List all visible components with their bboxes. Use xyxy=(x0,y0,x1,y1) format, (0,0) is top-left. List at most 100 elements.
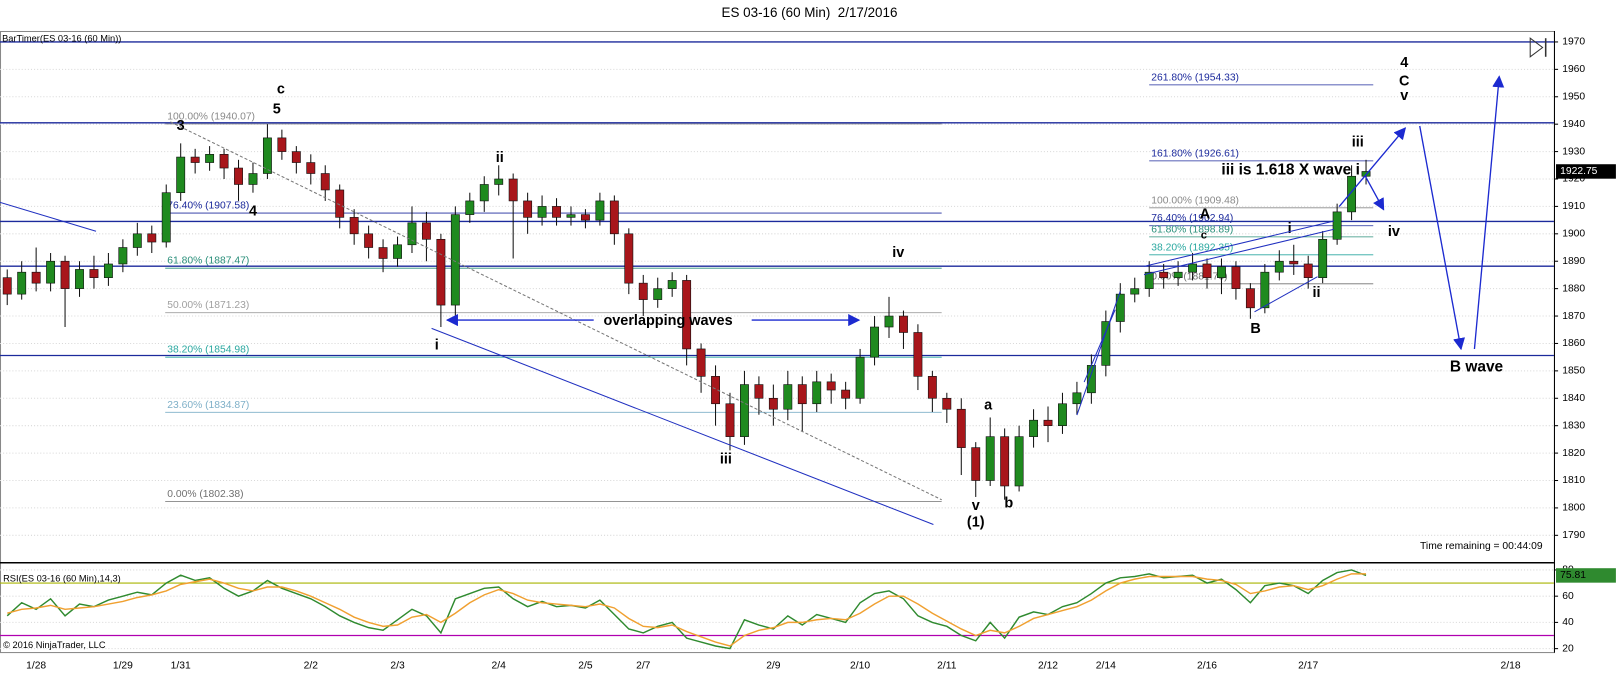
candle-body xyxy=(812,381,822,405)
candle-body xyxy=(89,269,99,278)
x-tick-label: 2/12 xyxy=(1038,661,1058,672)
x-tick-label: 1/29 xyxy=(113,661,133,672)
candle-body xyxy=(1231,266,1241,289)
x-tick-label: 2/9 xyxy=(766,661,781,672)
fib-label: 38.20% (1854.98) xyxy=(167,345,249,356)
y-tick-label: 1930 xyxy=(1562,146,1585,157)
price-tag xyxy=(1556,164,1616,179)
wave-label: 3 xyxy=(177,118,185,134)
candle-body xyxy=(1115,293,1125,322)
wave-label: C xyxy=(1399,73,1410,89)
candle-body xyxy=(1347,175,1357,213)
wave-label: (1) xyxy=(967,514,985,530)
icon-play[interactable] xyxy=(1529,37,1544,58)
candle-body xyxy=(1202,263,1212,278)
candle-body xyxy=(1058,403,1067,426)
candle-body xyxy=(234,167,243,185)
wave-label: 4 xyxy=(1400,55,1408,71)
trendline xyxy=(1143,220,1335,267)
y-tick-label: 1860 xyxy=(1562,338,1585,349)
candle-body xyxy=(118,247,128,265)
candle-body xyxy=(1014,436,1024,487)
candle-body xyxy=(870,326,879,358)
candle-body xyxy=(711,376,720,405)
y-tick-label: 1840 xyxy=(1562,393,1585,404)
y-tick-label: 1890 xyxy=(1562,256,1585,267)
y-tick-label: 1880 xyxy=(1562,283,1585,294)
y-tick-label: 1810 xyxy=(1562,475,1585,486)
y-tick-label: 1830 xyxy=(1562,420,1585,431)
candle-body xyxy=(1159,271,1169,278)
candle-body xyxy=(740,384,749,437)
candle-body xyxy=(566,214,576,218)
fib-label: 38.20% (1892.35) xyxy=(1151,242,1233,253)
wave-label: 5 xyxy=(273,101,281,117)
candle-body xyxy=(103,263,113,278)
candle-body xyxy=(1086,365,1096,394)
y-tick-label: 1910 xyxy=(1562,201,1585,212)
candle-body xyxy=(1029,419,1038,437)
candle-body xyxy=(899,315,908,333)
candle-body xyxy=(942,397,952,410)
candle-body xyxy=(407,222,417,246)
rsi-tag xyxy=(1556,568,1616,583)
y-tick-label: 1850 xyxy=(1562,366,1585,377)
candle-body xyxy=(537,206,547,218)
candle-body xyxy=(335,189,345,218)
y-tick-label: 1790 xyxy=(1562,530,1585,541)
candle-body xyxy=(2,277,12,295)
candle-body xyxy=(725,403,735,437)
candle-body xyxy=(841,389,851,399)
fib-label: 61.80% (1898.89) xyxy=(1151,224,1233,235)
candle-body xyxy=(609,200,619,235)
y-tick-label: 1940 xyxy=(1562,119,1585,130)
candle-body xyxy=(653,288,663,300)
wave-label: c xyxy=(277,82,285,98)
candle-body xyxy=(682,280,692,350)
price-tag-label: 1922.75 xyxy=(1560,166,1598,177)
wave-label: ii xyxy=(1312,285,1320,301)
x-tick-label: 2/11 xyxy=(937,661,957,672)
wave-label: B xyxy=(1250,321,1260,337)
trendline xyxy=(1076,291,1121,416)
candle-body xyxy=(1188,263,1198,273)
fib-label: 100.00% (1940.07) xyxy=(167,111,255,122)
y-tick-label: 1970 xyxy=(1562,37,1585,48)
candle-body xyxy=(248,173,258,185)
fib-label: 50.00% (1871.23) xyxy=(167,300,249,311)
candle-body xyxy=(624,233,634,284)
candle-body xyxy=(450,214,460,306)
rsi-line xyxy=(6,569,1367,650)
trendline xyxy=(1254,276,1318,313)
x-tick-label: 2/4 xyxy=(492,661,507,672)
y-tick-label: 1820 xyxy=(1562,448,1585,459)
candle-body xyxy=(1217,266,1226,278)
arrow xyxy=(1473,75,1505,350)
x-tick-label: 2/16 xyxy=(1197,661,1217,672)
candle-body xyxy=(1144,271,1154,289)
candle-body xyxy=(1332,211,1342,240)
chart-title: ES 03-16 (60 Min) 2/17/2016 xyxy=(722,5,898,20)
candle-body xyxy=(971,447,981,481)
candle-body xyxy=(17,271,27,295)
candle-body xyxy=(1274,260,1284,273)
wave-label: ii xyxy=(496,150,504,166)
trendline xyxy=(1143,228,1335,276)
candle-body xyxy=(1130,288,1140,295)
candle-body xyxy=(797,384,807,405)
candle-body xyxy=(913,332,923,377)
y-tick-label: 1950 xyxy=(1562,91,1585,102)
candle-body xyxy=(465,200,475,215)
wave-label: a xyxy=(984,398,993,414)
candle-body xyxy=(1000,436,1010,487)
trendline xyxy=(170,121,942,501)
candle-body xyxy=(768,397,778,410)
x-tick-label: 2/5 xyxy=(578,661,593,672)
candle-body xyxy=(1245,288,1255,309)
arrow xyxy=(1364,175,1385,211)
rsi-line xyxy=(7,573,1367,647)
candle-body xyxy=(508,178,518,202)
candle-body xyxy=(60,260,70,289)
candle-body xyxy=(46,260,56,284)
